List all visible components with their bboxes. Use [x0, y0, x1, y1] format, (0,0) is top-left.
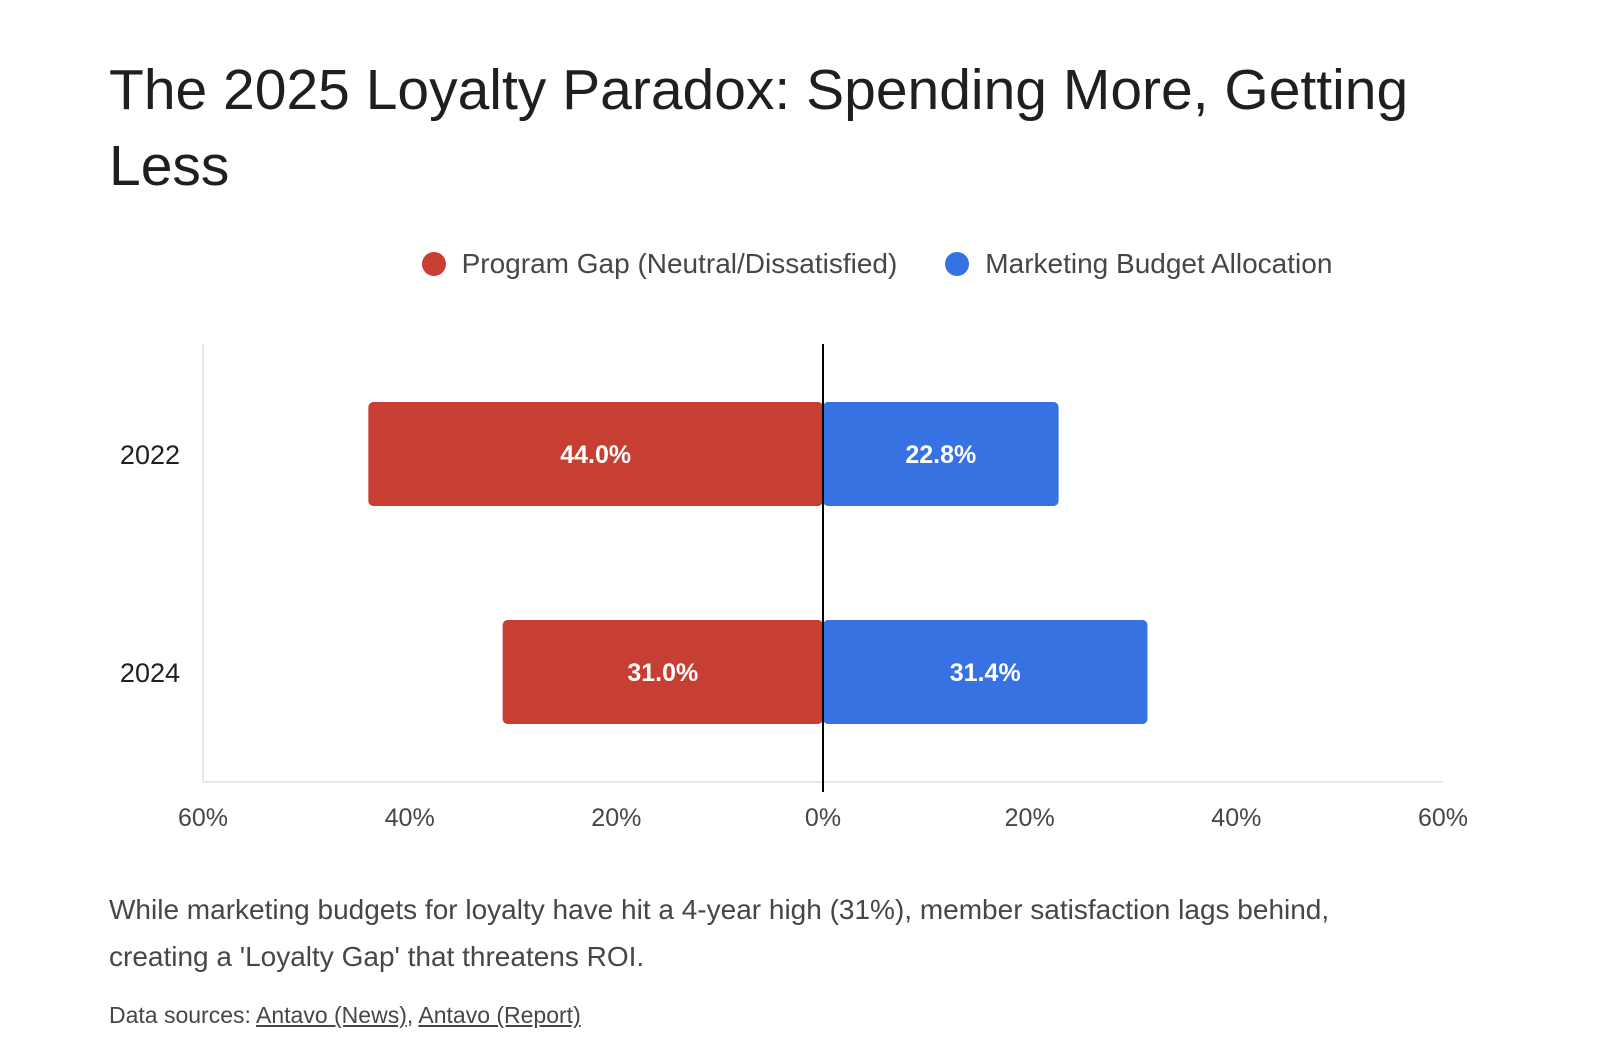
data-sources: Data sources: Antavo (News), Antavo (Rep…: [109, 1002, 581, 1029]
x-tick-label-6: 60%: [1418, 804, 1468, 832]
y-tick-label-2024: 2024: [120, 658, 180, 688]
sources-separator: ,: [406, 1002, 414, 1028]
x-tick-label-5: 40%: [1211, 804, 1261, 832]
data-label-marketing-budget-2024: 31.4%: [950, 659, 1021, 687]
legend-item-marketing-budget: Marketing Budget Allocation: [945, 248, 1332, 280]
diverging-bar-chart: 2022 44.0% 22.8% 2024 31.0% 31.4% 60% 40% 20% 0% 2…: [120, 344, 1468, 832]
y-tick-label-2022: 2022: [120, 440, 180, 470]
x-tick-label-1: 40%: [385, 804, 435, 832]
sources-label: Data sources:: [109, 1002, 251, 1028]
bar-marketing-budget-2024: [823, 620, 1148, 724]
data-label-program-gap-2022: 44.0%: [560, 441, 631, 469]
legend-label-marketing-budget: Marketing Budget Allocation: [985, 248, 1333, 279]
chart-caption: While marketing budgets for loyalty have…: [109, 894, 1330, 972]
x-tick-label-3: 0%: [805, 804, 841, 832]
x-tick-label-4: 20%: [1005, 804, 1055, 832]
legend-label-program-gap: Program Gap (Neutral/Dissatisfied): [461, 248, 898, 279]
chart-legend: Program Gap (Neutral/Dissatisfied) Marke…: [0, 248, 1624, 280]
legend-swatch-marketing-budget: [945, 252, 970, 276]
bar-program-gap-2022: [368, 402, 823, 506]
bar-marketing-budget-2022: [823, 402, 1059, 506]
legend-swatch-program-gap: [421, 252, 446, 276]
chart-title: The 2025 Loyalty Paradox: Spending More,…: [109, 58, 1409, 198]
x-tick-label-2: 20%: [591, 804, 641, 832]
legend-item-program-gap: Program Gap (Neutral/Dissatisfied): [421, 248, 898, 280]
data-label-program-gap-2024: 31.0%: [627, 659, 698, 687]
source-link-antavo-report[interactable]: Antavo (Report): [418, 1002, 581, 1028]
bar-program-gap-2024: [502, 620, 823, 724]
source-link-antavo-news[interactable]: Antavo (News): [256, 1002, 407, 1028]
data-label-marketing-budget-2022: 22.8%: [905, 441, 976, 469]
x-tick-label-0: 60%: [178, 804, 228, 832]
